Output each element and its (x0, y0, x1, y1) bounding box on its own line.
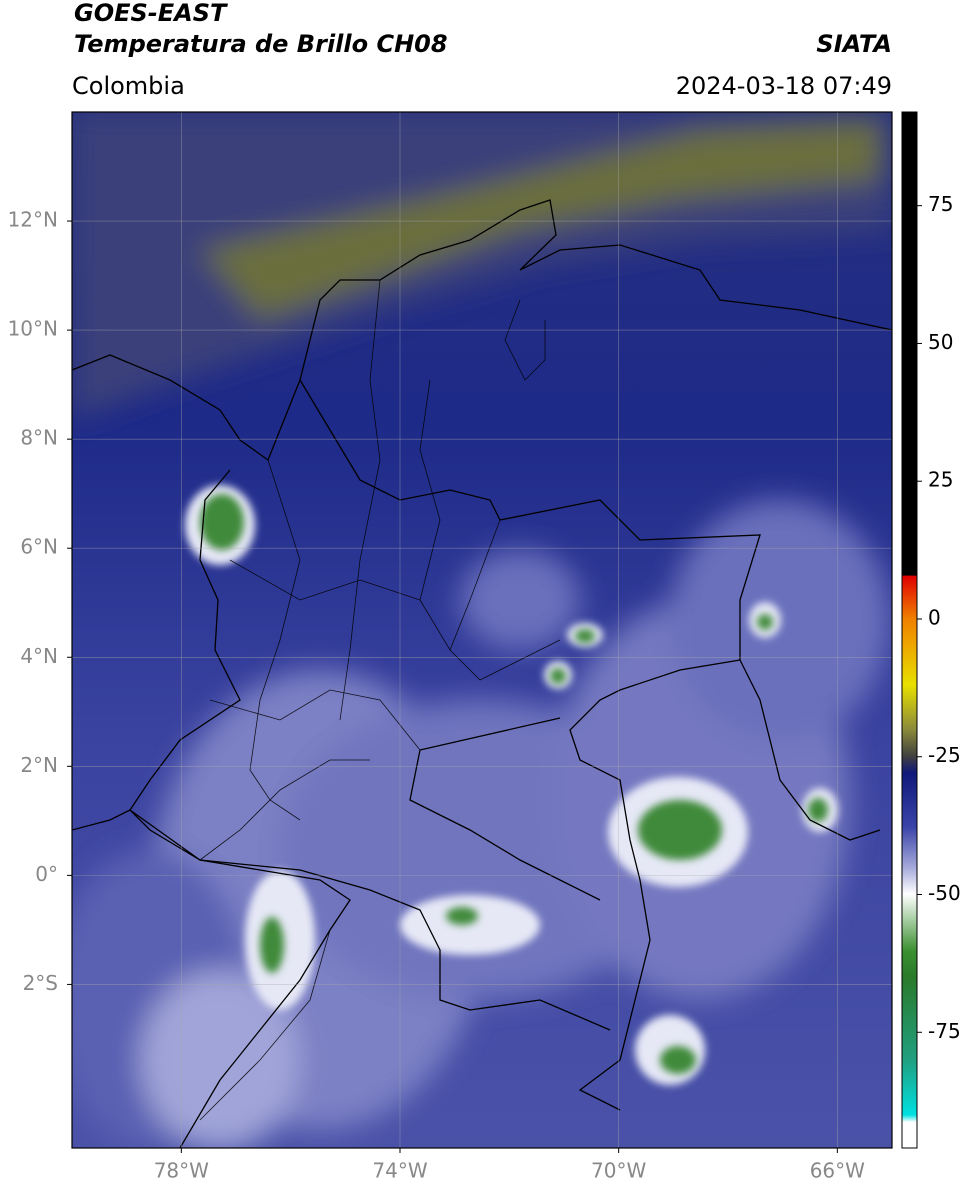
y-tick-label: 12°N (8, 208, 58, 232)
colorbar-tick-label: -50 (928, 881, 961, 905)
colorbar (901, 111, 918, 1149)
x-tick-label: 70°W (591, 1159, 646, 1183)
y-tick-label: 10°N (8, 317, 58, 341)
subtitle: Temperatura de Brillo CH08 (74, 30, 448, 58)
map-frame (71, 111, 893, 1149)
region: Colombia (72, 72, 185, 100)
y-tick-label: 2°S (23, 971, 58, 995)
y-tick-label: 2°N (20, 753, 58, 777)
datetime: 2024-03-18 07:49 (676, 72, 892, 100)
x-tick-label: 78°W (154, 1159, 209, 1183)
source: SIATA (816, 30, 892, 58)
y-tick-label: 6°N (20, 535, 58, 559)
colorbar-tick-label: 75 (928, 192, 953, 216)
colorbar-tick-label: -75 (928, 1019, 961, 1043)
colorbar-tick-label: 25 (928, 468, 953, 492)
y-tick-label: 4°N (20, 644, 58, 668)
colorbar-tick-label: 0 (928, 605, 941, 629)
y-tick-label: 8°N (20, 426, 58, 450)
x-tick-label: 66°W (810, 1159, 865, 1183)
x-tick-label: 74°W (372, 1159, 427, 1183)
y-tick-label: 0° (35, 862, 58, 886)
colorbar-tick-label: -25 (928, 743, 961, 767)
title: GOES-EAST (74, 0, 228, 27)
grid (72, 112, 892, 1148)
colorbar-tick-label: 50 (928, 330, 953, 354)
satellite-image (72, 112, 892, 1148)
